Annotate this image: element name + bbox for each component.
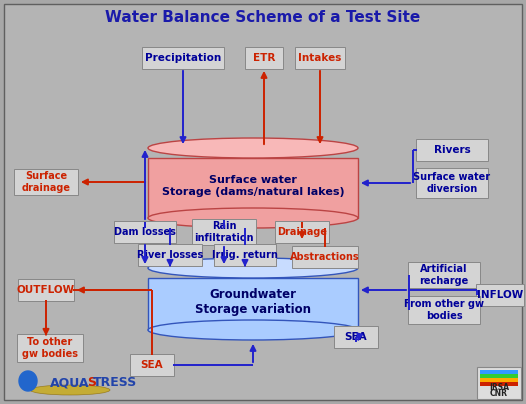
FancyBboxPatch shape	[275, 221, 329, 243]
Text: Dam losses: Dam losses	[114, 227, 176, 237]
Text: OUTFLOW: OUTFLOW	[17, 285, 75, 295]
FancyBboxPatch shape	[18, 279, 74, 301]
Text: Irrig. return: Irrig. return	[212, 250, 278, 260]
Text: IRSA: IRSA	[489, 383, 509, 391]
Text: Intakes: Intakes	[298, 53, 342, 63]
Text: Surface
drainage: Surface drainage	[22, 171, 70, 193]
Text: Water Balance Scheme of a Test Site: Water Balance Scheme of a Test Site	[105, 11, 421, 25]
Text: SEA: SEA	[140, 360, 163, 370]
Text: Drainage: Drainage	[277, 227, 327, 237]
Text: CNR: CNR	[490, 389, 508, 398]
Polygon shape	[19, 371, 37, 391]
FancyBboxPatch shape	[138, 244, 202, 266]
Text: S: S	[87, 377, 96, 389]
Text: Surface water
Storage (dams/natural lakes): Surface water Storage (dams/natural lake…	[161, 175, 345, 197]
FancyBboxPatch shape	[292, 246, 358, 268]
Ellipse shape	[148, 258, 358, 278]
Text: AQUA: AQUA	[50, 377, 89, 389]
Text: Groundwater
Storage variation: Groundwater Storage variation	[195, 288, 311, 316]
Text: Rain
infiltration: Rain infiltration	[194, 221, 254, 243]
Ellipse shape	[148, 320, 358, 340]
Ellipse shape	[148, 208, 358, 228]
FancyBboxPatch shape	[334, 326, 378, 348]
Text: ETR: ETR	[253, 53, 275, 63]
Text: River losses: River losses	[137, 250, 203, 260]
FancyBboxPatch shape	[476, 284, 524, 306]
FancyBboxPatch shape	[214, 244, 276, 266]
FancyBboxPatch shape	[4, 4, 522, 400]
FancyBboxPatch shape	[480, 370, 518, 374]
Text: INFLOW: INFLOW	[477, 290, 523, 300]
FancyBboxPatch shape	[245, 47, 283, 69]
Text: Precipitation: Precipitation	[145, 53, 221, 63]
FancyBboxPatch shape	[416, 168, 488, 198]
Text: Surface water
diversion: Surface water diversion	[413, 172, 491, 194]
FancyBboxPatch shape	[408, 262, 480, 288]
FancyBboxPatch shape	[295, 47, 345, 69]
Text: Abstractions: Abstractions	[290, 252, 360, 262]
FancyBboxPatch shape	[14, 169, 78, 195]
Ellipse shape	[148, 138, 358, 158]
FancyBboxPatch shape	[477, 367, 521, 399]
Text: Artificial
recharge: Artificial recharge	[419, 264, 469, 286]
Text: From other gw
bodies: From other gw bodies	[404, 299, 484, 321]
FancyBboxPatch shape	[142, 47, 224, 69]
Text: TRESS: TRESS	[93, 377, 137, 389]
FancyBboxPatch shape	[148, 278, 358, 330]
FancyBboxPatch shape	[192, 219, 256, 245]
Text: To other
gw bodies: To other gw bodies	[22, 337, 78, 359]
FancyBboxPatch shape	[480, 382, 518, 386]
FancyBboxPatch shape	[17, 334, 83, 362]
FancyBboxPatch shape	[408, 296, 480, 324]
Text: Rivers: Rivers	[433, 145, 470, 155]
FancyBboxPatch shape	[114, 221, 176, 243]
FancyBboxPatch shape	[148, 158, 358, 218]
Text: SEA: SEA	[345, 332, 367, 342]
FancyBboxPatch shape	[480, 374, 518, 378]
FancyBboxPatch shape	[130, 354, 174, 376]
FancyBboxPatch shape	[480, 378, 518, 382]
FancyBboxPatch shape	[416, 139, 488, 161]
Ellipse shape	[30, 385, 110, 395]
